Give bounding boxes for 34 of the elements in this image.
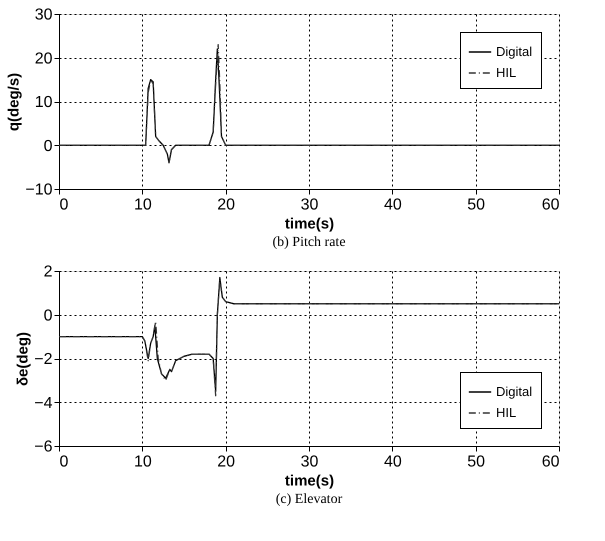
x-tick-label: 10 (134, 196, 152, 214)
legend-label: Digital (496, 384, 532, 399)
x-tick-label: 60 (542, 196, 560, 214)
legend-label: Digital (496, 44, 532, 59)
x-axis-title: time(s) (284, 216, 334, 232)
text: (b) Pitch rate (272, 235, 346, 250)
y-axis-title: δe(deg) (14, 332, 32, 386)
text: (c) Elevator (276, 492, 343, 507)
y-tick-label: −2 (34, 351, 53, 368)
y-tick-label: 2 (44, 264, 53, 280)
x-tick-label: 50 (467, 196, 486, 214)
x-tick-label: 10 (134, 454, 152, 470)
x-tick-label: 40 (384, 454, 402, 470)
x-tick-label: 50 (467, 454, 486, 470)
y-tick-label: 10 (34, 94, 53, 111)
y-tick-label: 0 (44, 307, 53, 324)
y-tick-label: 20 (34, 50, 53, 68)
x-tick-label: 20 (217, 454, 236, 470)
x-tick-label: 30 (300, 196, 318, 214)
x-tick-label: 0 (60, 196, 68, 214)
x-tick-label: 0 (60, 454, 68, 470)
legend-label: HIL (496, 65, 516, 80)
y-tick-label: 30 (34, 6, 53, 24)
x-tick-label: 30 (300, 454, 318, 470)
y-tick-label: −10 (25, 182, 53, 198)
x-tick-label: 20 (217, 196, 236, 214)
y-tick-label: −4 (34, 394, 53, 412)
y-axis-title: q(deg/s) (5, 72, 22, 132)
legend-label: HIL (496, 405, 516, 420)
y-tick-label: 0 (44, 138, 53, 155)
x-tick-label: 60 (542, 454, 560, 470)
x-tick-label: 40 (384, 196, 402, 214)
x-axis-title: time(s) (284, 472, 334, 490)
y-tick-label: −6 (34, 438, 53, 456)
